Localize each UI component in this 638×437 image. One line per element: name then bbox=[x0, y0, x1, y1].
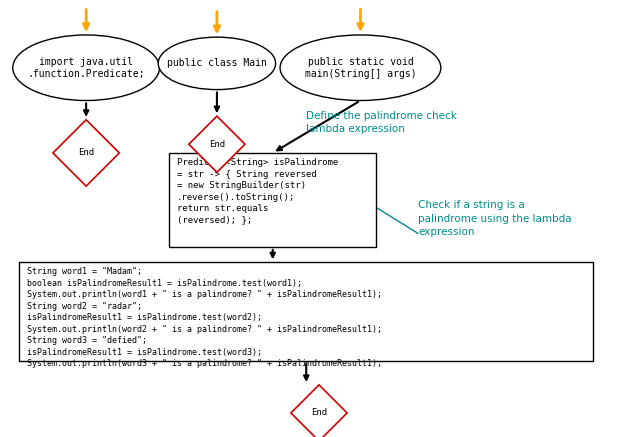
Ellipse shape bbox=[158, 37, 276, 90]
Text: import java.util
.function.Predicate;: import java.util .function.Predicate; bbox=[27, 56, 145, 79]
Text: Predicate<String> isPalindrome
= str -> { String reversed
= new StringBuilder(st: Predicate<String> isPalindrome = str -> … bbox=[177, 158, 338, 225]
FancyBboxPatch shape bbox=[19, 262, 593, 361]
Polygon shape bbox=[189, 116, 245, 172]
Text: Define the palindrome check
lambda expression: Define the palindrome check lambda expre… bbox=[306, 111, 457, 134]
Polygon shape bbox=[291, 385, 347, 437]
Text: Check if a string is a
palindrome using the lambda
expression: Check if a string is a palindrome using … bbox=[418, 200, 572, 237]
Ellipse shape bbox=[13, 35, 160, 101]
Text: End: End bbox=[78, 149, 94, 157]
Text: String word1 = "Madam";
boolean isPalindromeResult1 = isPalindrome.test(word1);
: String word1 = "Madam"; boolean isPalind… bbox=[27, 267, 382, 368]
Ellipse shape bbox=[280, 35, 441, 101]
Polygon shape bbox=[53, 120, 119, 186]
Text: public static void
main(String[] args): public static void main(String[] args) bbox=[305, 56, 416, 79]
FancyBboxPatch shape bbox=[169, 153, 376, 247]
Text: End: End bbox=[209, 140, 225, 149]
Text: public class Main: public class Main bbox=[167, 59, 267, 68]
Text: End: End bbox=[311, 409, 327, 417]
